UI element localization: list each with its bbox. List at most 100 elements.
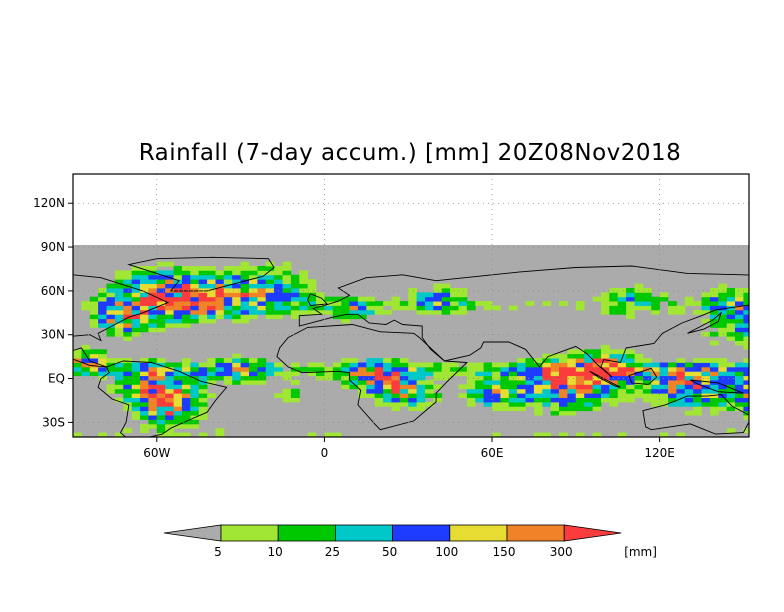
rain-cell <box>542 388 552 394</box>
rain-cell <box>173 415 183 420</box>
rain-cell <box>173 423 183 429</box>
rain-cell <box>223 375 233 381</box>
rain-cell <box>508 305 518 311</box>
x-tick-label: 60W <box>143 446 170 460</box>
rain-cell <box>240 296 250 302</box>
rain-cell <box>240 292 250 298</box>
rain-cell <box>131 279 141 284</box>
rain-cell <box>198 296 208 302</box>
rain-cell <box>123 388 133 394</box>
rain-cell <box>148 292 158 298</box>
rain-cell <box>601 384 610 390</box>
rain-cell <box>500 401 510 407</box>
rain-cell <box>609 309 619 315</box>
rain-cell <box>651 397 660 403</box>
rain-cell <box>89 366 99 372</box>
rain-cell <box>743 358 749 363</box>
rain-cell <box>131 375 141 381</box>
rain-cell <box>508 362 518 368</box>
rain-cell <box>433 362 443 368</box>
rain-cell <box>475 397 484 403</box>
rain-cell <box>357 393 367 398</box>
rain-cell <box>483 397 493 403</box>
colorbar-label: 10 <box>268 545 283 559</box>
rain-cell <box>299 309 309 315</box>
rain-cell <box>416 393 426 398</box>
rain-cell <box>207 314 216 320</box>
rain-cell <box>542 393 552 398</box>
rain-cell <box>123 274 133 280</box>
rain-cell <box>425 388 434 394</box>
rain-cell <box>274 283 283 289</box>
rain-cell <box>148 362 158 368</box>
rain-cell <box>735 331 744 337</box>
rain-cell <box>332 375 342 381</box>
rain-cell <box>592 296 602 302</box>
rain-cell <box>249 301 258 306</box>
rain-cell <box>726 323 736 328</box>
rain-cell <box>265 292 275 298</box>
rain-cell <box>165 362 174 368</box>
rain-cell <box>341 366 350 372</box>
rain-cell <box>567 349 577 355</box>
rain-cell <box>676 366 686 372</box>
rain-cell <box>249 296 258 302</box>
rain-cell <box>383 401 392 407</box>
rain-cell <box>626 296 635 302</box>
rain-cell <box>190 397 200 403</box>
rain-cell <box>215 270 225 276</box>
rain-cell <box>735 288 744 293</box>
rain-cell <box>525 384 535 390</box>
rain-cell <box>265 301 275 306</box>
rain-cell <box>282 292 292 298</box>
rain-cell <box>165 296 174 302</box>
rain-cell <box>592 362 602 368</box>
rain-cell <box>617 358 627 363</box>
coastline <box>589 370 621 388</box>
rain-cell <box>123 358 133 363</box>
rain-cell <box>743 327 749 333</box>
rain-cell <box>240 266 250 271</box>
rain-cell <box>634 283 644 289</box>
rain-cell <box>575 388 585 394</box>
rain-cell <box>626 301 635 306</box>
rain-cell <box>617 362 627 368</box>
rain-cell <box>140 401 149 407</box>
rain-cell <box>299 296 309 302</box>
rain-cell <box>131 318 141 324</box>
rain-cell <box>718 309 728 315</box>
rain-cell <box>508 371 518 377</box>
rain-cell <box>383 393 392 398</box>
rain-cell <box>550 353 560 359</box>
rain-cell <box>651 393 660 398</box>
rain-cell <box>366 380 376 385</box>
rain-cell <box>575 406 585 412</box>
rain-cell <box>190 371 200 377</box>
rain-cell <box>131 362 141 368</box>
rain-cell <box>240 375 250 381</box>
rain-cell <box>181 288 191 293</box>
rain-cell <box>106 301 116 306</box>
rain-cell <box>408 393 417 398</box>
rain-cell <box>575 432 585 437</box>
rain-cell <box>223 296 233 302</box>
rain-cell <box>131 266 141 271</box>
rain-cell <box>257 270 267 276</box>
rain-cell <box>349 301 359 306</box>
rain-cell <box>274 296 283 302</box>
rain-cell <box>634 362 644 368</box>
rain-cell <box>584 393 593 398</box>
rain-cell <box>383 362 392 368</box>
rain-cell <box>140 393 149 398</box>
rain-cell <box>374 384 384 390</box>
rain-cell <box>416 380 426 385</box>
rain-cell <box>114 375 124 381</box>
rain-cell <box>701 371 711 377</box>
rain-cell <box>165 415 174 420</box>
rain-cell <box>190 406 200 412</box>
rain-cell <box>425 301 434 306</box>
rain-cell <box>559 353 568 359</box>
rain-cell <box>676 362 686 368</box>
rain-cell <box>383 397 392 403</box>
rain-cell <box>575 301 585 306</box>
